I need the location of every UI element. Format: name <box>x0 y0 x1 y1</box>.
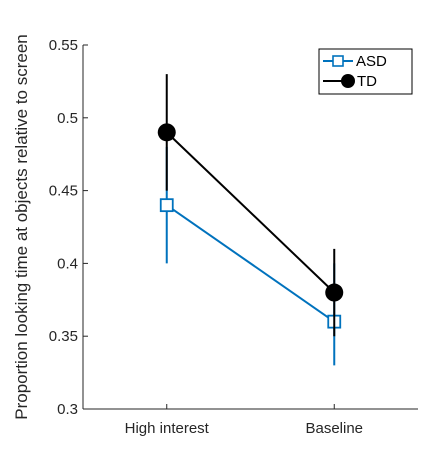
y-tick-label: 0.5 <box>57 110 78 127</box>
series-td <box>158 74 344 336</box>
legend: ASD TD <box>319 49 412 94</box>
x-tick-label: High interest <box>125 420 210 437</box>
series-line-asd <box>167 205 335 321</box>
y-tick-label: 0.45 <box>49 183 78 200</box>
data-point-asd <box>161 199 173 211</box>
y-tick-label: 0.4 <box>57 255 78 272</box>
legend-marker-asd <box>333 56 343 66</box>
series-line-td <box>167 132 335 292</box>
legend-marker-td <box>341 74 355 88</box>
axes: 0.3 0.35 0.4 0.45 0.5 0.55 High interest Baseli… <box>49 37 418 437</box>
y-axis-label: Proportion looking time at objects relat… <box>12 34 31 420</box>
data-point-td <box>158 123 176 141</box>
y-tick-label: 0.55 <box>49 37 78 54</box>
data-point-td <box>325 284 343 302</box>
series-asd <box>161 147 341 365</box>
x-tick-label: Baseline <box>305 420 363 437</box>
series-layer <box>158 74 344 365</box>
y-tick-label: 0.35 <box>49 328 78 345</box>
legend-label-td: TD <box>357 73 377 90</box>
y-tick-label: 0.3 <box>57 401 78 418</box>
legend-label-asd: ASD <box>356 53 387 70</box>
